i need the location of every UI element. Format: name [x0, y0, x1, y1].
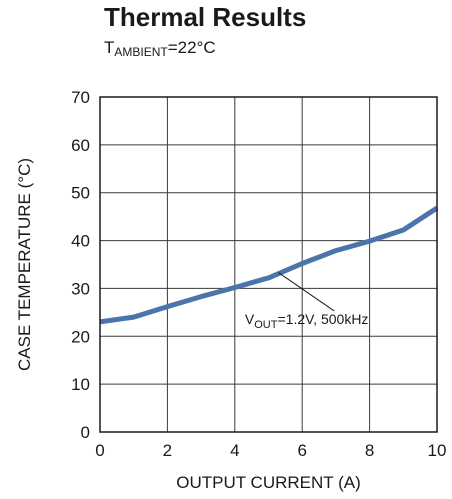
y-tick-label-4: 40: [71, 232, 90, 251]
y-axis-label: CASE TEMPERATURE (°C): [15, 158, 34, 371]
annotation-suffix: =1.2V, 500kHz: [277, 311, 368, 327]
plot-frame: [99, 96, 438, 433]
x-tick-label-1: 2: [163, 441, 172, 460]
x-tick-labels: 0 2 4 6 8 10: [95, 441, 446, 460]
x-axis-label: OUTPUT CURRENT (A): [176, 473, 361, 492]
y-tick-label-2: 20: [71, 327, 90, 346]
y-tick-label-7: 70: [71, 88, 90, 107]
x-tick-label-0: 0: [95, 441, 104, 460]
y-tick-label-5: 50: [71, 184, 90, 203]
x-tick-label-5: 10: [428, 441, 447, 460]
subtitle-subscript: AMBIENT: [114, 45, 168, 59]
series-line-0: [99, 205, 439, 325]
y-tick-label-1: 10: [71, 375, 90, 394]
subtitle-suffix: =22°C: [167, 38, 216, 57]
grid-lines: [99, 96, 438, 433]
y-tick-labels: 0 10 20 30 40 50 60 70: [71, 88, 90, 442]
chart-subtitle: TAMBIENT=22°C: [104, 38, 216, 59]
chart-title: Thermal Results: [104, 2, 307, 32]
y-tick-label-3: 30: [71, 279, 90, 298]
annotation-leader-line: [278, 272, 335, 312]
annotation-prefix: V: [245, 311, 255, 327]
subtitle-prefix: T: [104, 38, 115, 57]
series-group: [99, 205, 439, 325]
y-tick-label-6: 60: [71, 136, 90, 155]
series-annotation: VOUT=1.2V, 500kHz: [245, 311, 369, 331]
y-tick-label-0: 0: [81, 423, 90, 442]
x-tick-label-3: 6: [297, 441, 306, 460]
x-tick-label-4: 8: [365, 441, 374, 460]
annotation-subscript: OUT: [254, 319, 278, 331]
x-tick-label-2: 4: [230, 441, 239, 460]
